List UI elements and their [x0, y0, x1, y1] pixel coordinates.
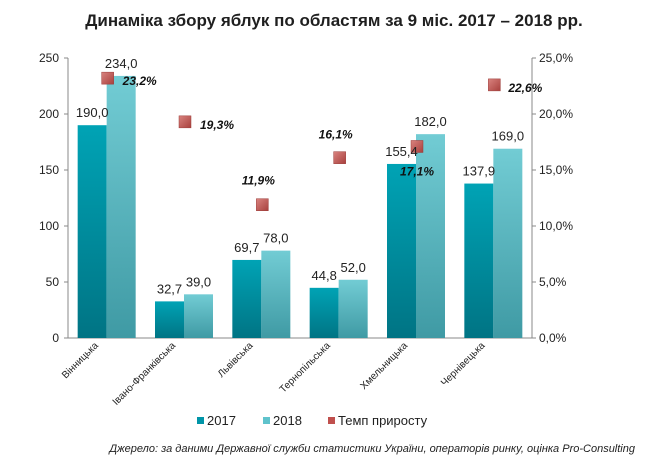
y-left-tick-label: 0	[52, 331, 59, 345]
growth-rate-label: 16,1%	[319, 128, 353, 142]
y-right-tick-label: 25,0%	[539, 51, 573, 65]
chart-axes: 0 50 100 150 200 250 0,0% 5,0% 10,0% 15,0% 20,0% 25…	[39, 51, 573, 345]
bar-value-label: 190,0	[76, 105, 109, 120]
bar-2018-4	[416, 134, 445, 338]
data-labels: 190,0 234,0 23,2% 32,7 39,0 19,3% 69,7 78,0 11,9…	[76, 56, 543, 296]
bar-value-label: 39,0	[186, 274, 211, 289]
growth-rate-label: 22,6%	[507, 81, 542, 95]
y-left-tick-label: 50	[46, 275, 60, 289]
y-left-tick-label: 100	[39, 219, 59, 233]
category-label-5: Чернівецька	[439, 340, 488, 389]
bar-series	[77, 75, 523, 339]
y-left-tick-label: 250	[39, 51, 59, 65]
growth-rate-marker-5	[488, 78, 501, 92]
bar-value-label: 32,7	[157, 281, 182, 296]
bar-value-label: 155,4	[385, 144, 418, 159]
growth-rate-marker-1	[178, 115, 192, 129]
growth-rate-markers	[101, 71, 501, 211]
bar-value-label: 69,7	[234, 240, 259, 255]
bar-value-label: 137,9	[463, 164, 496, 179]
growth-rate-label: 19,3%	[200, 118, 234, 132]
y-left-tick-label: 150	[39, 163, 59, 177]
legend-swatch-2018	[263, 417, 270, 424]
bar-value-label: 169,0	[492, 129, 525, 144]
bar-value-label: 78,0	[263, 231, 288, 246]
growth-rate-marker-4	[410, 140, 424, 153]
category-label-4: Хмельницька	[358, 340, 410, 392]
category-label-0: Вінницька	[60, 340, 101, 381]
source-note: Джерело: за даними Державної служби стат…	[107, 443, 636, 455]
bar-2018-5	[493, 148, 523, 338]
bar-value-label: 52,0	[341, 260, 366, 275]
growth-rate-label: 11,9%	[242, 174, 275, 188]
y-right-tick-label: 10,0%	[539, 219, 573, 233]
category-label-1: Івано-Франківська	[111, 340, 179, 408]
bar-2017-1	[155, 301, 184, 338]
bar-2017-3	[309, 287, 339, 338]
bar-2018-0	[106, 75, 136, 339]
y-right-tick-label: 15,0%	[539, 163, 573, 177]
y-right-tick-label: 20,0%	[539, 107, 573, 121]
bar-2018-1	[184, 294, 213, 338]
growth-rate-label: 23,2%	[122, 74, 157, 88]
growth-rate-marker-3	[333, 151, 346, 164]
legend-label-2017: 2017	[207, 413, 236, 428]
growth-rate-label: 17,1%	[400, 164, 434, 178]
legend-swatch-2017	[197, 417, 204, 424]
bar-2018-3	[338, 279, 368, 338]
category-labels: Вінницька Івано-Франківська Львівська Терно…	[60, 340, 488, 408]
chart-title: Динаміка збору яблук по областям за 9 мі…	[85, 11, 582, 30]
category-label-2: Львівська	[216, 340, 256, 380]
legend-label-2018: 2018	[273, 413, 302, 428]
growth-rate-marker-2	[256, 198, 269, 211]
legend-label-growth-rate: Темп приросту	[338, 413, 428, 428]
bar-2017-0	[77, 125, 107, 338]
y-left-tick-label: 200	[39, 107, 59, 121]
category-label-3: Тернопільська	[278, 340, 333, 395]
growth-rate-marker-0	[101, 71, 114, 85]
bar-2018-2	[261, 250, 291, 338]
y-right-tick-label: 0,0%	[539, 331, 567, 345]
bar-2017-5	[464, 183, 494, 338]
y-right-tick-label: 5,0%	[539, 275, 567, 289]
bar-2017-4	[387, 163, 416, 338]
bar-value-label: 234,0	[105, 56, 138, 71]
legend-swatch-growth-rate	[328, 417, 335, 424]
legend: 2017 2018 Темп приросту	[197, 413, 428, 428]
bar-value-label: 182,0	[414, 114, 447, 129]
bar-value-label: 44,8	[312, 268, 337, 283]
bar-2017-2	[232, 259, 262, 338]
